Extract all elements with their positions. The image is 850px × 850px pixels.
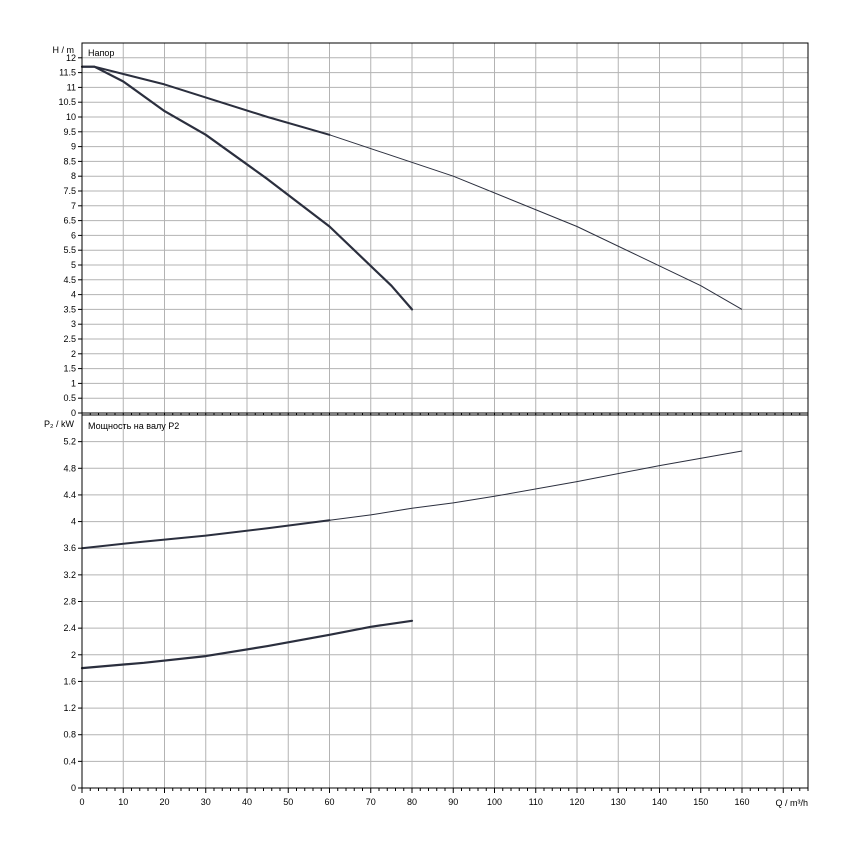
head-y-tick-label: 9.5 — [63, 127, 76, 137]
head-y-axis-label: H / m — [53, 45, 75, 55]
power-y-tick-label: 3.2 — [63, 570, 76, 580]
head-y-tick-label: 5.5 — [63, 245, 76, 255]
head-plot-area — [82, 43, 808, 413]
x-tick-label: 150 — [693, 797, 708, 807]
power-y-tick-label: 0 — [71, 783, 76, 793]
head-panel-title: Напор — [88, 48, 114, 58]
power-y-tick-label: 0.8 — [63, 730, 76, 740]
head-y-tick-label: 8.5 — [63, 156, 76, 166]
head-y-tick-label: 4 — [71, 290, 76, 300]
head-y-tick-label: 0 — [71, 408, 76, 418]
head-y-tick-label: 4.5 — [63, 275, 76, 285]
power-panel: 0 0.4 0.8 1.2 1.6 2 2.4 2.8 3.2 3.6 4 4.4 4.8 5.2 0 10 2… — [63, 414, 809, 807]
power-y-tick-label: 2.4 — [63, 623, 76, 633]
x-tick-label: 10 — [118, 797, 128, 807]
head-y-tick-label: 6 — [71, 230, 76, 240]
x-tick-label: 70 — [366, 797, 376, 807]
power-y-tick-label: 1.2 — [63, 703, 76, 713]
head-y-tick-label: 5 — [71, 260, 76, 270]
power-y-tick-label: 3.6 — [63, 543, 76, 553]
head-y-tick-label: 6.5 — [63, 216, 76, 226]
head-y-tick-label: 8 — [71, 171, 76, 181]
power-y-tick-label: 2.8 — [63, 597, 76, 607]
head-y-tick-label: 7 — [71, 201, 76, 211]
x-tick-label: 130 — [611, 797, 626, 807]
x-tick-label: 100 — [487, 797, 502, 807]
head-y-tick-label: 12 — [66, 53, 76, 63]
head-series-line-emphasis — [81, 65, 331, 136]
head-y-tick-label: 2 — [71, 349, 76, 359]
head-y-tick-label: 1.5 — [63, 364, 76, 374]
x-tick-label: 60 — [324, 797, 334, 807]
power-y-tick-label: 4.4 — [63, 490, 76, 500]
head-y-tick-label: 0.5 — [63, 393, 76, 403]
x-tick-label: 50 — [283, 797, 293, 807]
x-tick-label: 90 — [448, 797, 458, 807]
head-y-tick-label: 2.5 — [63, 334, 76, 344]
head-y-tick-label: 10 — [66, 112, 76, 122]
head-y-tick-label: 9 — [71, 142, 76, 152]
head-series-line — [80, 65, 414, 311]
x-tick-label: 120 — [569, 797, 584, 807]
head-y-tick-label: 7.5 — [63, 186, 76, 196]
x-tick-label: 20 — [159, 797, 169, 807]
power-y-tick-label: 5.2 — [63, 437, 76, 447]
head-y-tick-label: 11 — [67, 82, 76, 92]
power-series-line — [80, 619, 414, 670]
power-y-tick-label: 4 — [71, 517, 76, 527]
power-y-tick-label: 4.8 — [63, 463, 76, 473]
power-series-line-emphasis — [81, 519, 331, 550]
head-panel: 00.511.522.533.544.555.566.577.588.599.5… — [58, 42, 809, 418]
x-tick-label: 80 — [407, 797, 417, 807]
power-y-tick-label: 2 — [71, 650, 76, 660]
x-tick-label: 140 — [652, 797, 667, 807]
power-y-tick-label: 1.6 — [63, 676, 76, 686]
head-y-tick-label: 11.5 — [59, 68, 76, 78]
power-y-axis-label: P₂ / kW — [44, 419, 74, 429]
x-tick-label: 110 — [529, 797, 543, 807]
power-y-tick-label: 0.4 — [63, 756, 76, 766]
power-plot-border — [81, 414, 809, 789]
head-y-tick-label: 1 — [71, 378, 76, 388]
head-plot-border — [81, 42, 809, 414]
x-tick-label: 30 — [201, 797, 211, 807]
head-y-tick-label: 10.5 — [58, 97, 76, 107]
x-tick-label: 0 — [79, 797, 84, 807]
power-panel-title: Мощность на валу P2 — [88, 421, 179, 431]
x-tick-label: 160 — [734, 797, 749, 807]
x-tick-label: 40 — [242, 797, 252, 807]
head-y-tick-label: 3 — [71, 319, 76, 329]
head-y-tick-label: 3.5 — [63, 304, 76, 314]
flow-x-axis-label: Q / m³/h — [775, 798, 808, 808]
